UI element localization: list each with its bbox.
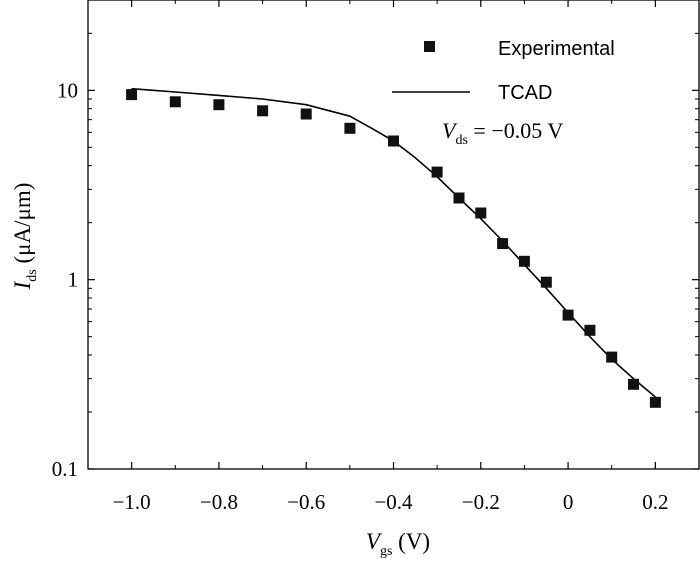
experimental-point (388, 135, 399, 147)
y-tick-label: 0.1 (52, 457, 78, 481)
y-axis-title: Ids (μA/μm) (10, 183, 40, 291)
x-tick-label: 0 (563, 490, 574, 514)
experimental-point (213, 99, 225, 111)
legend-label-experimental: Experimental (498, 38, 615, 60)
x-tick-label: −1.0 (113, 490, 151, 514)
annotation-symbol: V (442, 118, 458, 143)
y-axis-subscript: ds (25, 269, 40, 281)
x-tick-label: 0.2 (642, 490, 668, 514)
experimental-point (431, 166, 443, 178)
x-axis-symbol: V (366, 529, 383, 554)
y-axis-unit: (μA/μm) (10, 183, 35, 270)
x-tick-label: −0.4 (374, 490, 413, 514)
experimental-point (169, 96, 181, 108)
x-tick-label: −0.8 (200, 490, 238, 514)
x-axis-subscript: gs (380, 544, 392, 559)
experimental-point (475, 207, 487, 219)
experimental-point (584, 324, 596, 336)
experimental-point (453, 192, 465, 204)
experimental-point (518, 255, 530, 267)
axis-ticks (88, 0, 699, 470)
axis-tick-labels: −1.0 −0.8 −0.6 −0.4 −0.2 0 0.2 0.1 1 10 (52, 78, 669, 514)
experimental-point (300, 108, 312, 120)
experimental-point (606, 351, 618, 363)
legend: Experimental TCAD (392, 38, 615, 104)
legend-marker-experimental (424, 41, 435, 52)
legend-label-tcad: TCAD (498, 82, 552, 104)
series-layer (126, 87, 661, 408)
y-tick-label: 10 (57, 78, 78, 102)
y-axis-symbol: I (10, 280, 35, 290)
experimental-point (628, 378, 639, 390)
annotation-subscript: ds (455, 133, 467, 148)
x-axis-title: Vgs (V) (366, 529, 430, 559)
experimental-point (497, 238, 509, 250)
experimental-point (562, 309, 574, 321)
annotation-value: = −0.05 V (468, 118, 563, 143)
experimental-point (540, 276, 552, 288)
x-tick-label: −0.2 (462, 490, 500, 514)
x-tick-label: −0.6 (287, 490, 325, 514)
annotation-vds: Vds = −0.05 V (442, 118, 563, 148)
experimental-point (126, 89, 138, 101)
experimental-point (344, 122, 356, 134)
x-axis-unit: (V) (392, 529, 430, 554)
experimental-point (257, 105, 269, 117)
experimental-point (649, 396, 661, 408)
y-tick-label: 1 (68, 268, 79, 292)
